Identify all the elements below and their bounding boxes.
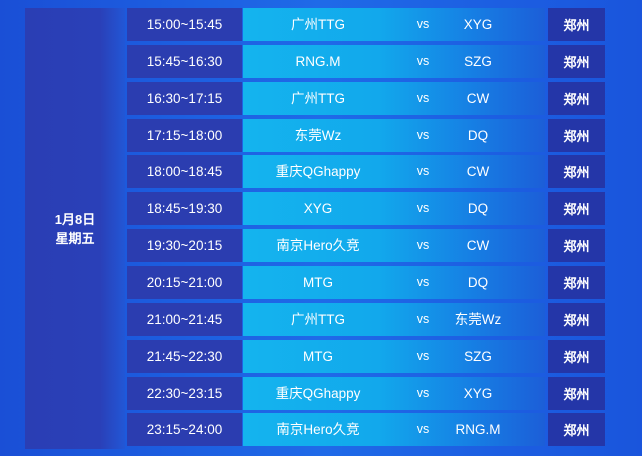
- team-home: 东莞Wz: [294, 127, 342, 143]
- team-away: CW: [466, 90, 490, 106]
- match-time: 15:45~16:30: [127, 44, 242, 78]
- team-away: XYG: [463, 17, 493, 32]
- table-row: 19:30~20:15 南京Hero久竞 vs CW 郑州: [127, 229, 605, 263]
- table-row: 21:45~22:30 MTG vs SZG 郑州: [127, 339, 605, 373]
- team-away: DQ: [467, 274, 489, 290]
- match-venue: 郑州: [548, 376, 605, 410]
- team-home: 广州TTG: [291, 90, 345, 106]
- match-cell: MTG vs DQ: [243, 265, 545, 299]
- match-time: 23:15~24:00: [127, 413, 242, 447]
- match-time: 17:15~18:00: [127, 118, 242, 152]
- vs-label: vs: [416, 201, 430, 216]
- match-cell: 广州TTG vs XYG: [243, 8, 545, 41]
- team-away: CW: [466, 164, 490, 180]
- match-time: 21:00~21:45: [127, 302, 242, 336]
- match-cell: 南京Hero久竞 vs RNG.M: [243, 413, 545, 447]
- match-cell: XYG vs DQ: [243, 192, 545, 226]
- vs-label: vs: [416, 238, 430, 253]
- table-row: 20:15~21:00 MTG vs DQ 郑州: [127, 265, 605, 299]
- match-venue: 郑州: [548, 302, 605, 336]
- vs-label: vs: [416, 164, 430, 179]
- match-venue: 郑州: [548, 8, 605, 41]
- match-time: 15:00~15:45: [127, 8, 242, 41]
- team-away: CW: [466, 238, 490, 254]
- match-cell: 广州TTG vs CW: [243, 81, 545, 115]
- date-weekday: 星期五: [55, 230, 95, 246]
- date-cell: 1月8日 星期五: [25, 8, 125, 449]
- table-row: 17:15~18:00 东莞Wz vs DQ 郑州: [127, 118, 605, 152]
- match-venue: 郑州: [548, 413, 605, 447]
- vs-label: vs: [416, 311, 430, 326]
- table-row: 21:00~21:45 广州TTG vs 东莞Wz 郑州: [127, 302, 605, 336]
- team-away: SZG: [464, 348, 492, 364]
- match-venue: 郑州: [548, 155, 605, 189]
- team-home: XYG: [303, 201, 333, 217]
- table-row: 16:30~17:15 广州TTG vs CW 郑州: [127, 81, 605, 115]
- table-row: 18:45~19:30 XYG vs DQ 郑州: [127, 192, 605, 226]
- date-day: 1月8日: [54, 211, 96, 227]
- match-time: 18:45~19:30: [127, 192, 242, 226]
- team-home: 广州TTG: [291, 311, 345, 327]
- team-home: 南京Hero久竞: [276, 422, 360, 438]
- team-home: 广州TTG: [291, 17, 345, 32]
- vs-label: vs: [416, 274, 430, 289]
- match-venue: 郑州: [548, 81, 605, 115]
- match-cell: 广州TTG vs 东莞Wz: [243, 302, 545, 336]
- match-time: 22:30~23:15: [127, 376, 242, 410]
- match-venue: 郑州: [548, 118, 605, 152]
- match-time: 16:30~17:15: [127, 81, 242, 115]
- team-home: 南京Hero久竞: [276, 238, 360, 254]
- table-row: 15:45~16:30 RNG.M vs SZG 郑州: [127, 44, 605, 78]
- match-venue: 郑州: [548, 44, 605, 78]
- match-cell: 重庆QGhappy vs XYG: [243, 376, 545, 410]
- table-row: 18:00~18:45 重庆QGhappy vs CW 郑州: [127, 155, 605, 189]
- vs-label: vs: [416, 17, 430, 31]
- team-away: RNG.M: [455, 422, 501, 438]
- match-time: 19:30~20:15: [127, 229, 242, 263]
- team-away: 东莞Wz: [454, 311, 502, 327]
- vs-label: vs: [416, 127, 430, 142]
- match-cell: 重庆QGhappy vs CW: [243, 155, 545, 189]
- team-home: 重庆QGhappy: [275, 385, 361, 401]
- table-row: 22:30~23:15 重庆QGhappy vs XYG 郑州: [127, 376, 605, 410]
- vs-label: vs: [416, 53, 430, 68]
- match-cell: RNG.M vs SZG: [243, 44, 545, 78]
- match-venue: 郑州: [548, 339, 605, 373]
- team-away: SZG: [464, 53, 492, 69]
- table-row: 23:15~24:00 南京Hero久竞 vs RNG.M 郑州: [127, 413, 605, 447]
- match-cell: 东莞Wz vs DQ: [243, 118, 545, 152]
- vs-label: vs: [416, 385, 430, 400]
- team-home: RNG.M: [295, 53, 341, 69]
- vs-label: vs: [416, 348, 430, 363]
- vs-label: vs: [416, 90, 430, 105]
- match-venue: 郑州: [548, 265, 605, 299]
- team-home: 重庆QGhappy: [275, 164, 361, 180]
- match-time: 18:00~18:45: [127, 155, 242, 189]
- team-away: XYG: [463, 385, 493, 401]
- table-row: 15:00~15:45 广州TTG vs XYG 郑州: [127, 8, 605, 41]
- match-cell: 南京Hero久竞 vs CW: [243, 229, 545, 263]
- match-venue: 郑州: [548, 192, 605, 226]
- team-away: DQ: [467, 201, 489, 217]
- match-venue: 郑州: [548, 229, 605, 263]
- team-home: MTG: [303, 274, 333, 290]
- team-away: DQ: [467, 127, 489, 143]
- match-time: 20:15~21:00: [127, 265, 242, 299]
- match-time: 21:45~22:30: [127, 339, 242, 373]
- match-cell: MTG vs SZG: [243, 339, 545, 373]
- vs-label: vs: [416, 422, 430, 437]
- team-home: MTG: [303, 348, 333, 364]
